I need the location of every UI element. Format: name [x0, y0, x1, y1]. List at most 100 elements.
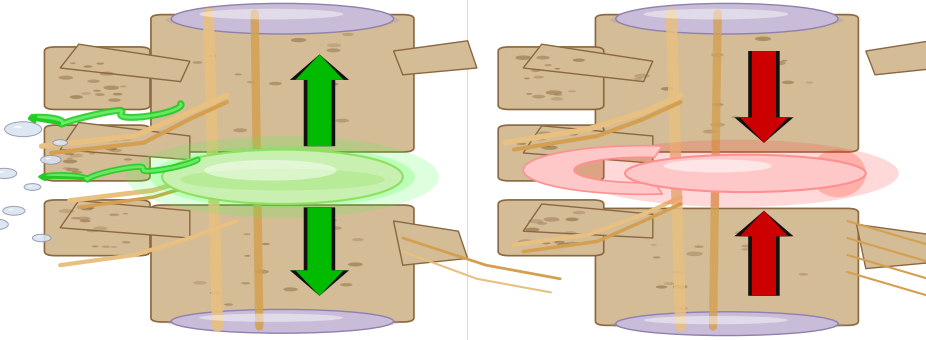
- Ellipse shape: [610, 11, 844, 30]
- Ellipse shape: [663, 159, 772, 172]
- Ellipse shape: [616, 312, 838, 336]
- Ellipse shape: [53, 140, 68, 146]
- Ellipse shape: [329, 226, 342, 230]
- Polygon shape: [523, 146, 662, 194]
- Ellipse shape: [667, 240, 787, 294]
- Ellipse shape: [755, 37, 771, 41]
- Ellipse shape: [69, 62, 76, 64]
- Ellipse shape: [650, 244, 657, 246]
- Ellipse shape: [83, 69, 111, 87]
- Ellipse shape: [770, 61, 786, 65]
- Ellipse shape: [710, 123, 725, 127]
- Ellipse shape: [119, 86, 126, 87]
- Ellipse shape: [782, 60, 787, 62]
- Ellipse shape: [616, 3, 838, 34]
- Ellipse shape: [673, 271, 682, 274]
- Ellipse shape: [607, 19, 847, 148]
- Ellipse shape: [87, 207, 94, 209]
- Ellipse shape: [707, 258, 747, 276]
- Ellipse shape: [99, 72, 114, 75]
- Ellipse shape: [194, 281, 206, 285]
- Ellipse shape: [180, 169, 385, 190]
- Ellipse shape: [247, 81, 256, 83]
- FancyBboxPatch shape: [498, 47, 604, 109]
- Ellipse shape: [532, 95, 545, 98]
- Ellipse shape: [742, 244, 752, 248]
- Ellipse shape: [37, 236, 41, 238]
- Ellipse shape: [83, 220, 111, 236]
- Polygon shape: [866, 41, 926, 75]
- Ellipse shape: [565, 242, 579, 245]
- Ellipse shape: [69, 95, 82, 99]
- FancyArrow shape: [295, 54, 344, 146]
- Ellipse shape: [544, 145, 551, 147]
- Ellipse shape: [528, 219, 544, 223]
- Ellipse shape: [261, 243, 270, 245]
- Polygon shape: [523, 44, 653, 82]
- Ellipse shape: [109, 139, 119, 141]
- Ellipse shape: [119, 137, 132, 141]
- Ellipse shape: [536, 56, 550, 60]
- FancyBboxPatch shape: [151, 15, 414, 152]
- Ellipse shape: [262, 72, 303, 94]
- Ellipse shape: [544, 64, 552, 66]
- Ellipse shape: [656, 286, 668, 289]
- Ellipse shape: [574, 140, 899, 207]
- FancyBboxPatch shape: [595, 208, 858, 325]
- Ellipse shape: [528, 169, 543, 173]
- Ellipse shape: [544, 74, 558, 83]
- Ellipse shape: [58, 209, 74, 213]
- Ellipse shape: [557, 243, 572, 247]
- Ellipse shape: [109, 214, 119, 216]
- Polygon shape: [523, 204, 653, 238]
- Ellipse shape: [28, 185, 32, 187]
- Polygon shape: [394, 41, 477, 75]
- Ellipse shape: [532, 70, 540, 72]
- Ellipse shape: [644, 316, 788, 324]
- Ellipse shape: [543, 242, 550, 244]
- Ellipse shape: [62, 167, 71, 170]
- Ellipse shape: [0, 168, 17, 179]
- Ellipse shape: [533, 137, 546, 140]
- Ellipse shape: [199, 313, 344, 322]
- Ellipse shape: [675, 307, 688, 310]
- Ellipse shape: [69, 212, 125, 244]
- Ellipse shape: [342, 33, 354, 36]
- Ellipse shape: [610, 318, 844, 332]
- Ellipse shape: [545, 90, 562, 95]
- Ellipse shape: [627, 222, 827, 312]
- Ellipse shape: [530, 141, 572, 165]
- Ellipse shape: [569, 90, 576, 92]
- Ellipse shape: [96, 63, 104, 65]
- Ellipse shape: [509, 51, 593, 105]
- Ellipse shape: [119, 138, 126, 140]
- Ellipse shape: [667, 51, 787, 116]
- Ellipse shape: [56, 141, 60, 142]
- Ellipse shape: [554, 94, 562, 96]
- Ellipse shape: [686, 252, 703, 256]
- Ellipse shape: [202, 40, 363, 126]
- Ellipse shape: [518, 239, 534, 244]
- Ellipse shape: [535, 162, 541, 163]
- Ellipse shape: [234, 73, 242, 75]
- Ellipse shape: [182, 30, 382, 137]
- Ellipse shape: [537, 145, 565, 161]
- Ellipse shape: [222, 51, 343, 116]
- FancyArrow shape: [734, 51, 794, 143]
- Ellipse shape: [555, 68, 560, 69]
- Ellipse shape: [204, 160, 337, 181]
- Ellipse shape: [687, 249, 767, 285]
- Ellipse shape: [262, 254, 303, 273]
- Ellipse shape: [644, 9, 788, 19]
- Ellipse shape: [731, 116, 741, 119]
- Ellipse shape: [530, 216, 572, 240]
- Ellipse shape: [244, 233, 250, 235]
- Ellipse shape: [323, 219, 337, 222]
- Ellipse shape: [58, 75, 73, 80]
- Ellipse shape: [0, 219, 8, 230]
- Ellipse shape: [625, 155, 866, 192]
- Ellipse shape: [24, 184, 41, 190]
- Ellipse shape: [544, 217, 559, 222]
- Ellipse shape: [537, 69, 565, 87]
- Ellipse shape: [56, 51, 139, 105]
